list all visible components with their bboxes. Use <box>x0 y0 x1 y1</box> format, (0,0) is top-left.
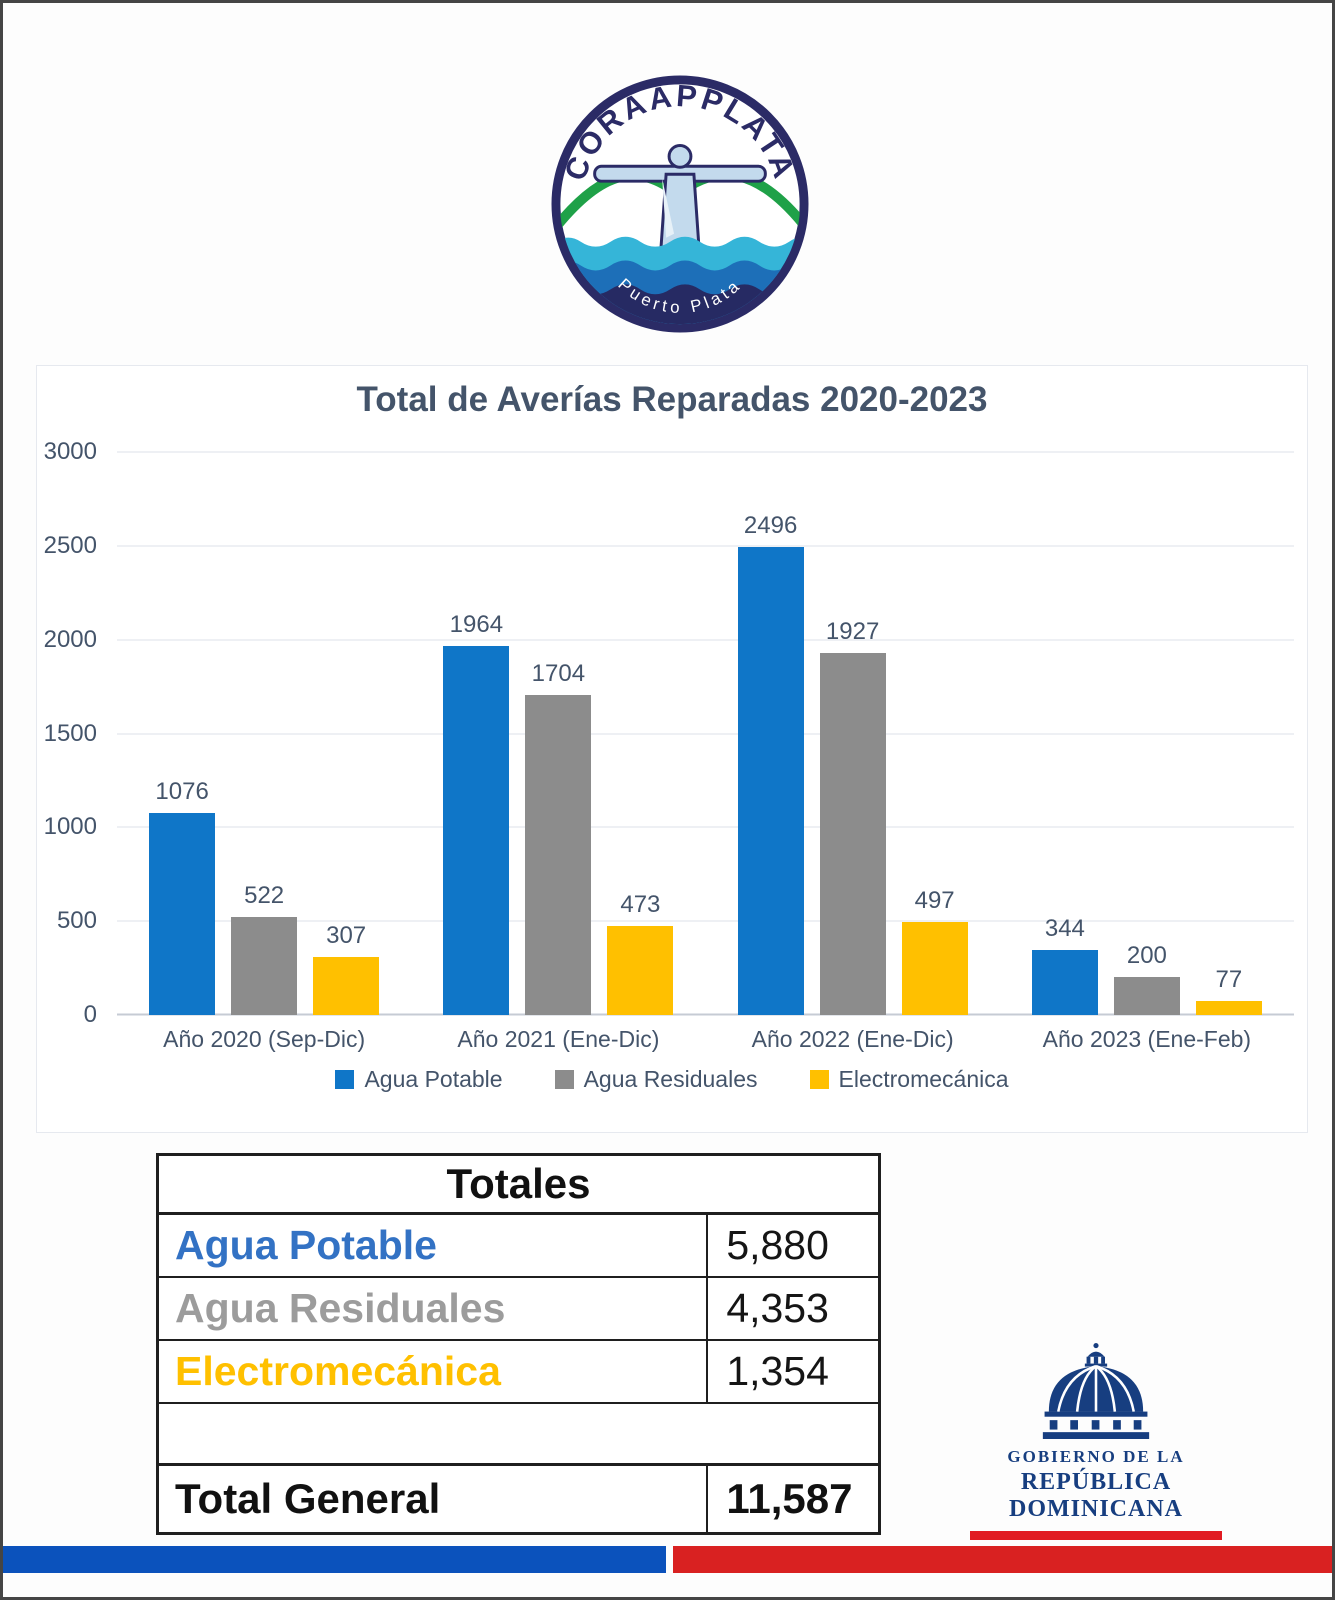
bar-slot: 2496 <box>737 452 804 1015</box>
legend-swatch-icon <box>335 1070 355 1089</box>
row-value-agua-potable: 5,880 <box>726 1222 829 1268</box>
bar-value-label: 344 <box>1044 915 1085 943</box>
footer-red-stripe <box>673 1546 1332 1573</box>
bar-value-label: 1927 <box>825 618 880 646</box>
total-general-label: Total General <box>159 1466 709 1532</box>
bar-group: 1076 522 307 <box>117 452 411 1015</box>
total-row: Total General 11,587 <box>159 1466 878 1532</box>
plot-area: 0 500 1000 1500 2000 2500 3000 1076 522 307 1964 17… <box>44 438 1294 1028</box>
bar-agua-residuales <box>819 653 886 1015</box>
bar-electromecanica <box>313 957 380 1015</box>
bar-electromecanica <box>607 926 674 1015</box>
bar-value-label: 473 <box>620 891 661 919</box>
row-label-agua-potable: Agua Potable <box>159 1215 709 1276</box>
gov-red-bar <box>970 1531 1222 1540</box>
gov-line1: GOBIERNO DE LA <box>1007 1447 1185 1466</box>
bar-slot: 200 <box>1113 452 1180 1015</box>
category-label: Año 2020 (Sep-Dic) <box>163 1026 366 1052</box>
bar-group: 1964 1704 473 <box>411 452 705 1015</box>
bar-value-label: 522 <box>244 882 285 910</box>
gridline <box>117 1013 1294 1016</box>
table-row: Agua Residuales 4,353 <box>159 1278 878 1341</box>
bar-value-label: 77 <box>1215 965 1243 993</box>
bar-value-label: 307 <box>326 922 367 950</box>
bar-group: 2496 1927 497 <box>706 452 1000 1015</box>
y-tick-label: 2500 <box>43 531 97 559</box>
bar-agua-residuales <box>231 917 298 1015</box>
gridline <box>117 920 1294 922</box>
bar-electromecanica <box>901 921 968 1015</box>
bar-slot: 307 <box>313 452 380 1015</box>
y-tick-label: 1000 <box>43 813 97 841</box>
legend-label: Agua Potable <box>364 1066 503 1092</box>
bar-slot: 1076 <box>149 452 216 1015</box>
bar-slot: 1927 <box>819 452 886 1015</box>
row-label-electromecanica: Electromecánica <box>159 1341 709 1402</box>
bar-slot: 1704 <box>525 452 592 1015</box>
y-tick-label: 3000 <box>43 438 97 465</box>
legend-swatch-icon <box>554 1070 574 1089</box>
gridline <box>117 733 1294 734</box>
gridline <box>117 639 1294 641</box>
footer-blue-stripe <box>3 1546 666 1573</box>
category-labels: Año 2020 (Sep-Dic) Año 2021 (Ene-Dic) Año … <box>117 1026 1294 1053</box>
bar-value-label: 497 <box>914 886 955 914</box>
bar-value-label: 2496 <box>743 511 798 539</box>
gridline <box>117 826 1294 828</box>
category-label: Año 2022 (Ene-Dic) <box>751 1026 954 1052</box>
chart-panel: Total de Averías Reparadas 2020-2023 0 50… <box>36 365 1308 1133</box>
bar-slot: 1964 <box>443 452 510 1015</box>
y-tick-label: 500 <box>56 907 97 935</box>
bar-value-label: 1964 <box>449 611 504 639</box>
empty-row <box>159 1404 878 1466</box>
row-label-agua-residuales: Agua Residuales <box>159 1278 709 1339</box>
bar-slot: 522 <box>231 452 298 1015</box>
legend-item: Agua Potable <box>335 1066 503 1093</box>
y-tick-label: 0 <box>83 1001 97 1028</box>
bar-agua-potable <box>149 813 216 1015</box>
bar-group: 344 200 77 <box>1000 452 1294 1015</box>
bar-slot: 344 <box>1031 452 1098 1015</box>
bar-groups: 1076 522 307 1964 1704 473 2496 1927 497 344 200 77 <box>117 452 1294 1015</box>
total-general-value: 11,587 <box>726 1475 853 1522</box>
y-tick-label: 2000 <box>43 625 97 653</box>
legend-swatch-icon <box>809 1070 829 1089</box>
national-palace-dome-icon <box>1042 1343 1150 1439</box>
bar-agua-residuales <box>525 695 592 1015</box>
bar-electromecanica <box>1195 1000 1262 1015</box>
chart-title: Total de Averías Reparadas 2020-2023 <box>356 380 988 419</box>
bar-value-label: 1704 <box>531 660 586 688</box>
table-row: Agua Potable 5,880 <box>159 1215 878 1278</box>
row-value-electromecanica: 1,354 <box>726 1348 829 1394</box>
bar-agua-potable <box>443 646 510 1015</box>
category-label: Año 2021 (Ene-Dic) <box>457 1026 660 1052</box>
bar-agua-potable <box>737 546 804 1015</box>
bar-slot: 497 <box>901 452 968 1015</box>
gridline <box>117 451 1294 453</box>
legend-label: Agua Residuales <box>583 1066 758 1092</box>
table-row: Electromecánica 1,354 <box>159 1341 878 1404</box>
totals-table: Totales Agua Potable 5,880 Agua Residual… <box>156 1153 881 1535</box>
legend-label: Electromecánica <box>838 1066 1009 1092</box>
chart-legend: Agua Potable Agua Residuales Electromecáni… <box>37 1066 1307 1093</box>
legend-item: Electromecánica <box>809 1066 1009 1093</box>
y-tick-label: 1500 <box>43 719 97 747</box>
bar-value-label: 1076 <box>155 778 209 806</box>
bar-agua-residuales <box>1113 977 1180 1015</box>
row-value-agua-residuales: 4,353 <box>726 1285 829 1331</box>
bar-slot: 77 <box>1195 452 1262 1015</box>
coraapplata-logo-icon: CORAAPPLATA Puerto Plata <box>551 75 809 333</box>
totals-table-header: Totales <box>159 1156 878 1215</box>
bar-slot: 473 <box>607 452 674 1015</box>
coraapplata-logo: CORAAPPLATA Puerto Plata <box>551 75 809 333</box>
bar-agua-potable <box>1031 950 1098 1015</box>
legend-item: Agua Residuales <box>554 1066 758 1093</box>
gobierno-logo: GOBIERNO DE LA REPÚBLICA DOMINICANA <box>951 1343 1241 1540</box>
category-label: Año 2023 (Ene-Feb) <box>1042 1026 1252 1052</box>
bar-value-label: 200 <box>1126 942 1167 970</box>
gridline <box>117 545 1294 547</box>
gov-line2: REPÚBLICA DOMINICANA <box>1009 1469 1183 1522</box>
